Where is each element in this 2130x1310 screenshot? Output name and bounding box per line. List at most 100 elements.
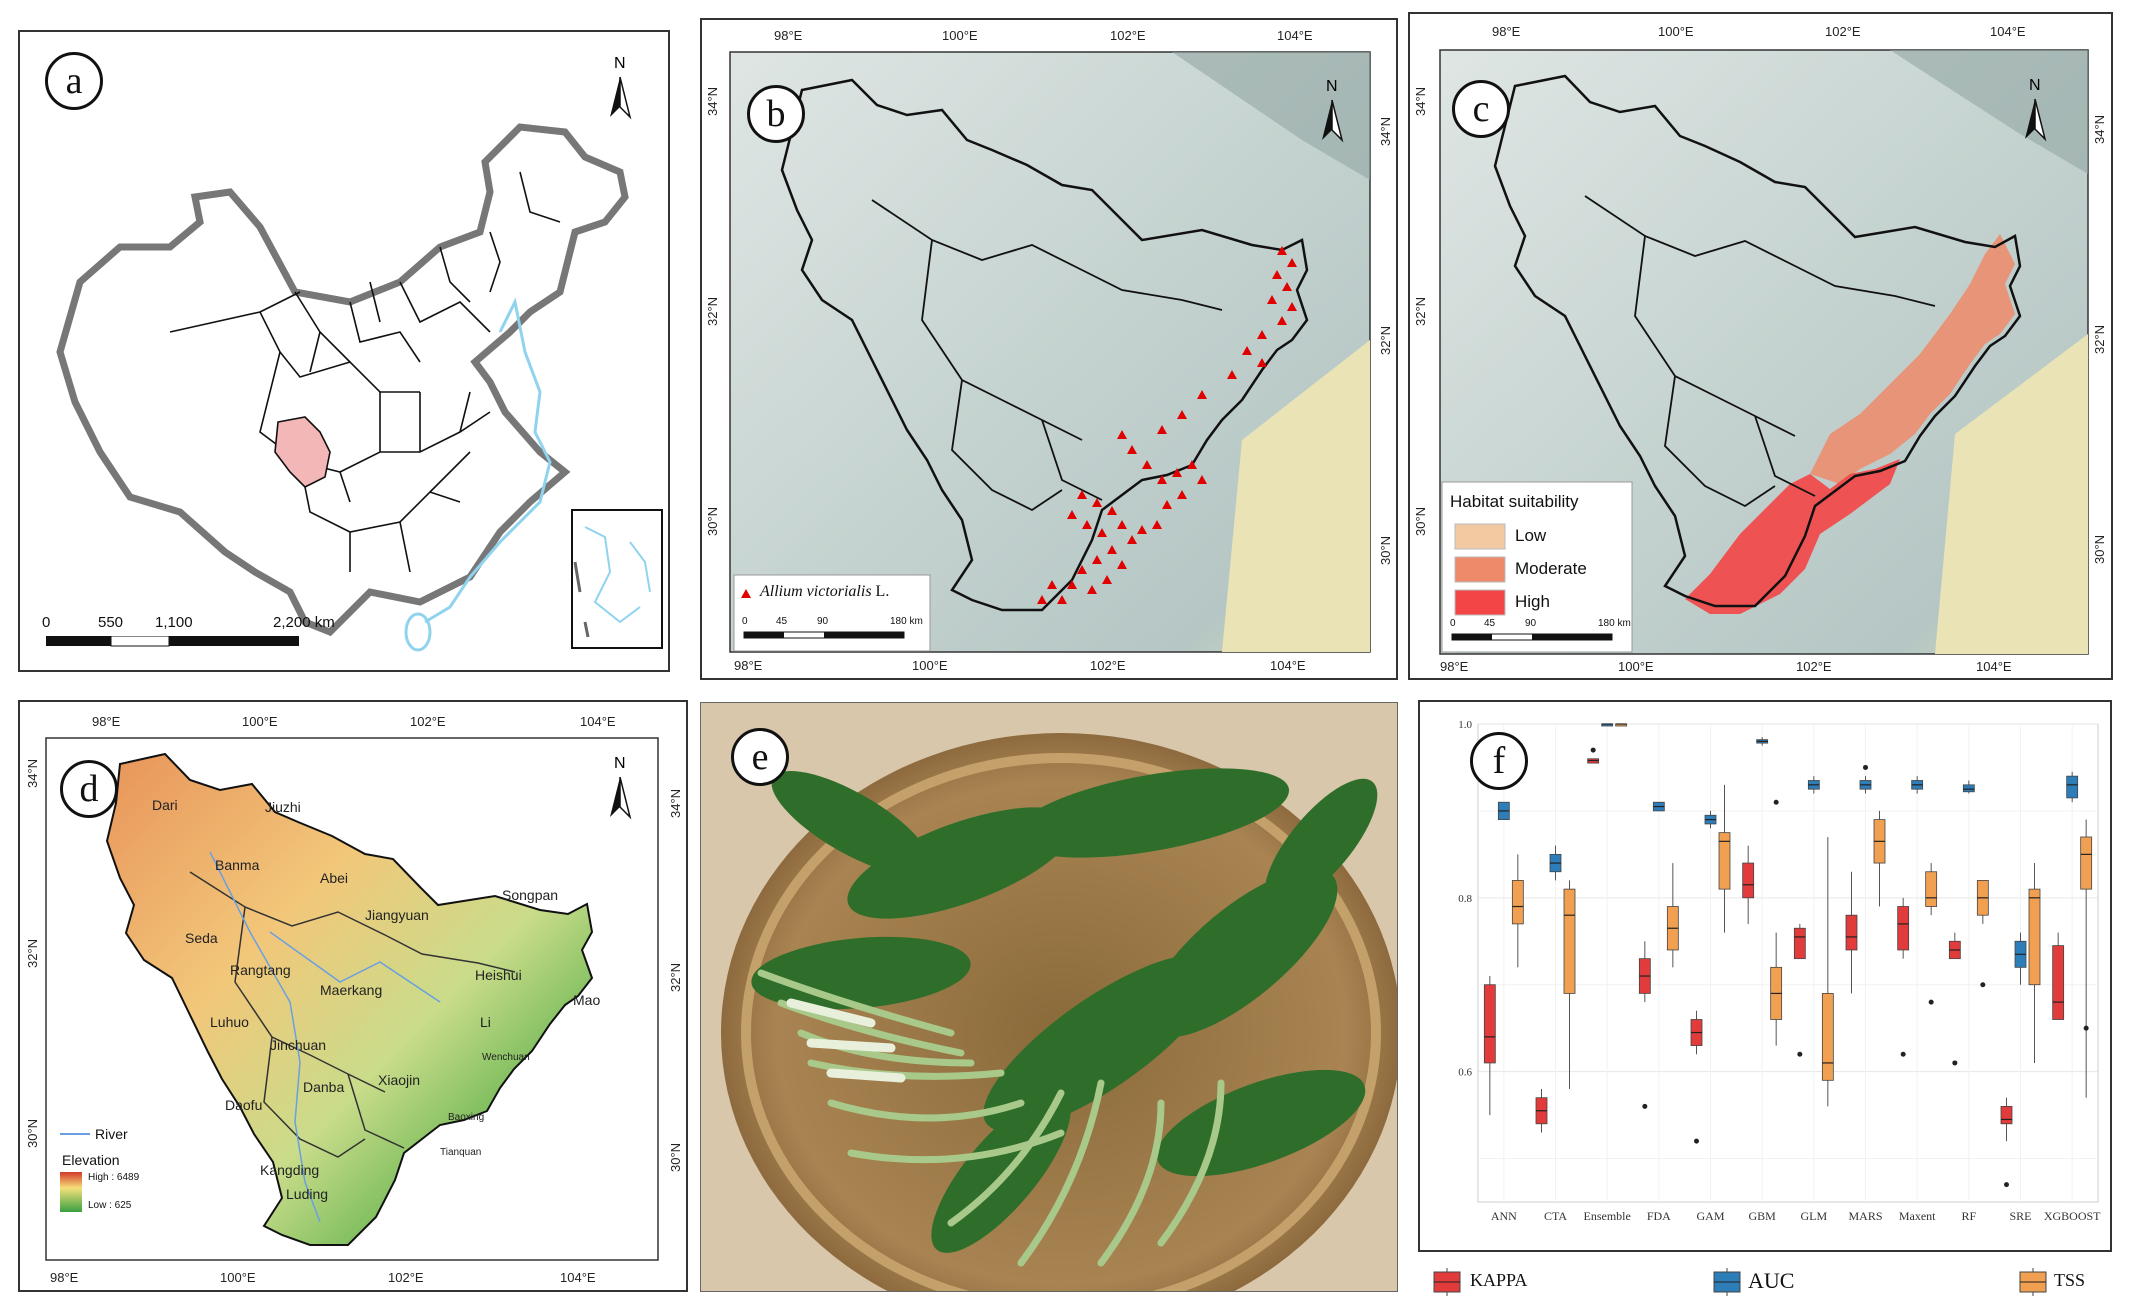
plot-area bbox=[1477, 723, 2099, 1203]
scale-2200: 2,200 km bbox=[273, 614, 335, 631]
county-songpan: Songpan bbox=[502, 887, 559, 903]
lon-bot-98: 98°E bbox=[1440, 659, 1469, 674]
legend-auc: AUC bbox=[1748, 1268, 1795, 1293]
sichuan-highlight bbox=[274, 416, 331, 488]
box-kappa bbox=[2000, 1105, 2013, 1125]
suitability-high bbox=[1685, 459, 1900, 614]
box-tss bbox=[2028, 888, 2041, 986]
china-outline bbox=[56, 123, 629, 637]
lon-top-104: 104°E bbox=[580, 714, 616, 729]
legend-tss: TSS bbox=[2054, 1270, 2086, 1290]
lon-bot-100: 100°E bbox=[912, 658, 948, 673]
study-area-outline bbox=[1493, 74, 2022, 608]
legend-label-high: High bbox=[1515, 592, 1550, 611]
legend-swatch-moderate bbox=[1454, 556, 1506, 583]
outlier-point bbox=[1980, 982, 1986, 988]
map-c-frame bbox=[1439, 49, 2089, 655]
county-xiaojin: Xiaojin bbox=[378, 1072, 421, 1088]
elevation-region bbox=[105, 752, 594, 1246]
box-tss bbox=[1821, 993, 1834, 1081]
county-jiuzhi: Jiuzhi bbox=[265, 799, 301, 815]
outlier-point bbox=[1900, 1051, 1906, 1057]
b-scale-45: 45 bbox=[776, 616, 788, 627]
c-scale-180: 180 km bbox=[1598, 618, 1631, 629]
county-tianquan: Tianquan bbox=[440, 1147, 482, 1158]
outlier-point bbox=[1590, 747, 1596, 753]
outlier-point bbox=[1797, 1051, 1803, 1057]
lon-bot-104: 104°E bbox=[560, 1270, 596, 1285]
legend-title-habitat: Habitat suitability bbox=[1450, 492, 1579, 511]
x-tick-label: FDA bbox=[1647, 1209, 1671, 1223]
box-kappa bbox=[2052, 945, 2065, 1020]
lon-top-100: 100°E bbox=[942, 28, 978, 43]
panel-letter-c: c bbox=[1452, 80, 1510, 138]
outlier-point bbox=[2083, 1025, 2089, 1031]
box-kappa bbox=[1897, 906, 1910, 951]
panel-a-china-map: a N 0 550 1,100 2,200 km bbox=[18, 30, 670, 672]
box-kappa bbox=[1845, 914, 1858, 951]
legend-river: River bbox=[95, 1126, 128, 1142]
map-d-frame bbox=[45, 737, 659, 1261]
lon-bot-102: 102°E bbox=[1090, 658, 1126, 673]
county-maerkang: Maerkang bbox=[320, 982, 383, 998]
county-jinchuan: Jinchuan bbox=[270, 1037, 327, 1053]
county-baoxing: Baoxing bbox=[448, 1112, 485, 1123]
panel-b-occurrence-map: 98°E 100°E 102°E 104°E 98°E 100°E 102°E … bbox=[700, 18, 1398, 680]
legend-triangle-icon bbox=[741, 589, 751, 598]
x-tick-label: GLM bbox=[1800, 1209, 1827, 1223]
lon-top-102: 102°E bbox=[1825, 24, 1861, 39]
c-scale-45: 45 bbox=[1484, 618, 1496, 629]
panel-c-habitat-map: 98°E 100°E 102°E 104°E 98°E 100°E 102°E … bbox=[1408, 12, 2113, 680]
lon-top-102: 102°E bbox=[1110, 28, 1146, 43]
scale-1100: 1,100 bbox=[155, 614, 193, 631]
lon-top-102: 102°E bbox=[410, 714, 446, 729]
outlier-point bbox=[1694, 1138, 1699, 1144]
lon-bot-98: 98°E bbox=[734, 658, 763, 673]
panel-letter-f: f bbox=[1470, 732, 1528, 790]
chart-legend: KAPPA AUC TSS bbox=[1418, 1262, 2112, 1302]
county-rangtang: Rangtang bbox=[230, 962, 291, 978]
lon-bot-98: 98°E bbox=[50, 1270, 79, 1285]
x-tick-label: RF bbox=[1961, 1209, 1976, 1223]
legend-species-name: Allium victorialis L. bbox=[760, 583, 890, 600]
b-scale-90: 90 bbox=[817, 616, 829, 627]
lon-bot-100: 100°E bbox=[220, 1270, 256, 1285]
scale-550: 550 bbox=[98, 614, 124, 631]
box-kappa bbox=[1742, 862, 1755, 899]
x-tick-label: CTA bbox=[1544, 1209, 1567, 1223]
county-banma: Banma bbox=[215, 857, 260, 873]
x-tick-label: MARS bbox=[1848, 1209, 1882, 1223]
chart-legend-swatches bbox=[1433, 1268, 2047, 1296]
y-tick-label: 0.8 bbox=[1458, 893, 1472, 905]
x-tick-label: SRE bbox=[2009, 1209, 2031, 1223]
box-tss bbox=[1718, 832, 1731, 890]
county-wenchuan: Wenchuan bbox=[482, 1052, 530, 1063]
coastline bbox=[424, 297, 552, 624]
lon-top-104: 104°E bbox=[1277, 28, 1313, 43]
box-auc bbox=[2066, 775, 2079, 799]
box-kappa bbox=[1793, 927, 1806, 960]
outlier-point bbox=[1863, 764, 1868, 770]
y-tick-label: 0.6 bbox=[1458, 1067, 1472, 1079]
panel-letter-b: b bbox=[747, 85, 805, 143]
panel-letter-e: e bbox=[731, 728, 789, 786]
x-tick-label: ANN bbox=[1491, 1209, 1517, 1223]
legend-label-low: Low bbox=[1515, 526, 1547, 545]
lon-bot-102: 102°E bbox=[1796, 659, 1832, 674]
b-scale-0: 0 bbox=[742, 616, 748, 627]
county-daofu: Daofu bbox=[225, 1097, 263, 1113]
outlier-point bbox=[1952, 1060, 1958, 1066]
boxplot-chart: 1.0 0.8 0.6 ANN CTA Ensemble FDA GAM GBM GLM MARS M… bbox=[1458, 719, 2101, 1223]
box-tss bbox=[1925, 871, 1938, 907]
north-arrow-icon: N bbox=[610, 755, 632, 820]
legend-swatch-low bbox=[1454, 523, 1506, 550]
panel-f-chart: 1.0 0.8 0.6 ANN CTA Ensemble FDA GAM GBM GLM MARS M… bbox=[1418, 700, 2112, 1252]
county-danba: Danba bbox=[303, 1079, 345, 1095]
elevation-legend-ramp bbox=[60, 1172, 82, 1212]
legend-elevation-title: Elevation bbox=[62, 1152, 120, 1168]
svg-text:N: N bbox=[1326, 78, 1338, 95]
box-tss bbox=[1511, 880, 1524, 925]
outlier-point bbox=[2004, 1182, 2009, 1188]
y-tick-label: 1.0 bbox=[1458, 719, 1472, 731]
lon-bot-104: 104°E bbox=[1270, 658, 1306, 673]
